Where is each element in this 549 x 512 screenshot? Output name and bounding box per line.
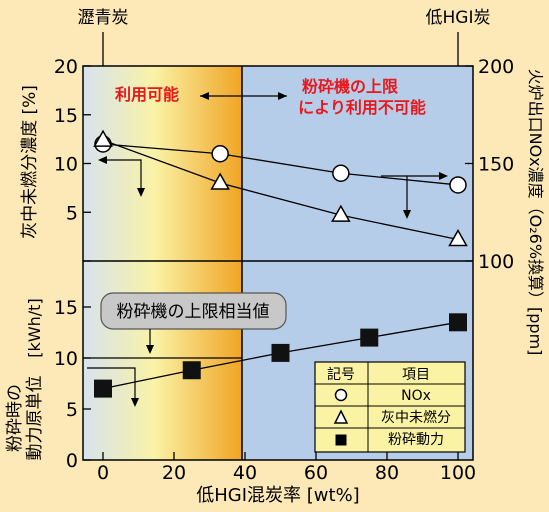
- ash-point: [448, 229, 468, 247]
- limit-label: 粉砕機の上限相当値: [117, 302, 270, 322]
- tick-label-x: 60: [304, 462, 328, 484]
- legend-circle-marker: [334, 388, 348, 402]
- region-arrow-right-head: [278, 92, 287, 100]
- tick-label-lower-left: 0: [66, 450, 78, 472]
- y-left-axis-title: 灰中未燃分濃度 [%]: [20, 85, 40, 239]
- tick-label-upper-right: 200: [478, 56, 514, 78]
- series-line-ash: [102, 139, 459, 241]
- tick-label-lower-left: 15: [54, 297, 78, 319]
- tick-label-x: 100: [440, 462, 476, 484]
- tick-label-upper-left: 5: [66, 202, 78, 224]
- plot-region-usable: [83, 66, 242, 460]
- legend-header-symbol: 記号: [327, 366, 355, 383]
- tick-label-upper-right: 100: [478, 251, 514, 273]
- power-point: [271, 343, 290, 362]
- tick-label-x: 20: [162, 462, 186, 484]
- nox-point: [211, 145, 229, 163]
- tick-label-lower-left: 5: [66, 399, 78, 421]
- tick-label-upper-left: 10: [54, 154, 78, 176]
- tick-label-upper-right: 150: [478, 154, 514, 176]
- power-point: [360, 328, 379, 347]
- y-lower-axis-unit: [kWh/t]: [25, 298, 44, 357]
- y-right-axis-title: 火炉出口NOx濃度（O₂6%換算）[ppm]: [526, 69, 545, 356]
- region-arrow-left-head: [200, 92, 209, 100]
- top-left-label: 瀝青炭: [78, 8, 129, 28]
- region-right-label-2: により利用不可能: [298, 98, 426, 117]
- ash-point: [331, 204, 351, 222]
- legend-label-ash: 灰中未燃分: [381, 409, 451, 426]
- legend-header-item: 項目: [402, 367, 430, 383]
- region-right-label-1: 粉砕機の上限: [302, 77, 399, 96]
- legend: 記号 項目 NOx 灰中未燃分 粉砕動力: [314, 361, 466, 453]
- ash-point: [93, 129, 113, 147]
- data-markers: [93, 129, 468, 398]
- y-lower-axis-title-line1: 粉砕時の: [5, 384, 25, 452]
- y-lower-axis-title-line2: 動力原単位: [25, 376, 45, 461]
- tick-label-upper-left: 15: [54, 105, 78, 127]
- region-left-label: 利用可能: [115, 85, 179, 104]
- ash-point: [210, 172, 230, 190]
- legend-triangle-marker: [333, 409, 349, 424]
- limit-callout: 粉砕機の上限相当値: [100, 292, 287, 354]
- plot-frame: [82, 65, 474, 461]
- x-axis-title: 低HGI混炭率 [wt%]: [196, 485, 359, 506]
- axis-ticks: [83, 65, 473, 461]
- guide-arrows: [87, 156, 448, 407]
- series-line-nox: [102, 143, 459, 186]
- tick-label-lower-left: 10: [54, 348, 78, 370]
- top-right-label: 低HGI炭: [426, 8, 491, 28]
- legend-label-nox: NOx: [401, 388, 431, 404]
- nox-point: [449, 176, 467, 194]
- power-point: [182, 361, 201, 380]
- power-point: [449, 313, 467, 332]
- power-point: [94, 379, 112, 398]
- tick-label-upper-left: 20: [54, 56, 78, 78]
- tick-label-x: 0: [97, 462, 109, 484]
- nox-point: [332, 164, 350, 182]
- tick-label-x: 80: [375, 462, 399, 484]
- legend-square-marker: [335, 434, 347, 446]
- tick-label-x: 40: [233, 462, 257, 484]
- legend-label-power: 粉砕動力: [388, 432, 444, 448]
